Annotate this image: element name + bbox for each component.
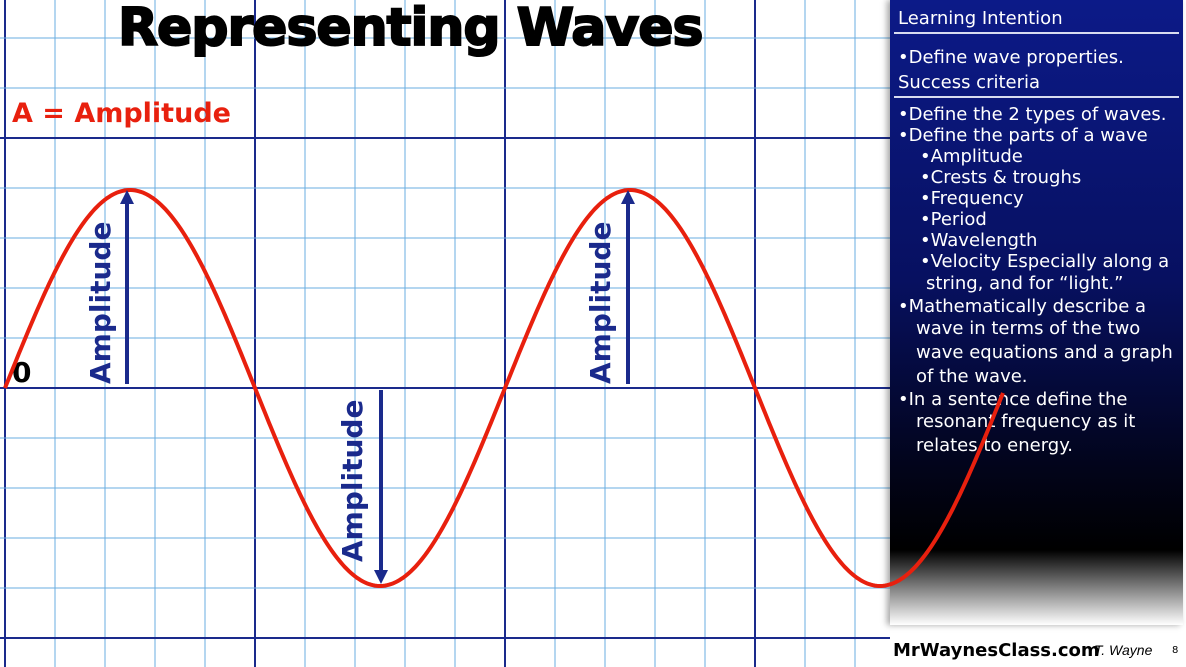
objectives-panel: Learning Intention •Define wave properti… bbox=[890, 0, 1183, 625]
criteria-list: •Define the 2 types of waves. •Define th… bbox=[890, 98, 1183, 464]
criteria-continuation: wave equations and a graph bbox=[916, 342, 1173, 363]
criteria-continuation: of the wave. bbox=[916, 366, 1028, 387]
origin-label: 0 bbox=[12, 356, 32, 389]
criteria-item: •Mathematically describe a bbox=[898, 296, 1147, 317]
criteria-item: •Define the 2 types of waves. bbox=[898, 104, 1167, 125]
criteria-item: •In a sentence define the bbox=[898, 389, 1128, 410]
footer-site: MrWaynesClass.com bbox=[893, 640, 1100, 661]
criteria-subitem: •Frequency bbox=[920, 188, 1024, 209]
criteria-subitem: •Period bbox=[920, 209, 987, 230]
criteria-subitem: •Crests & troughs bbox=[920, 167, 1082, 188]
footer-author: T. Wayne bbox=[1094, 642, 1153, 658]
criteria-subitem: •Velocity Especially along a bbox=[920, 251, 1170, 272]
page-number: 8 bbox=[1172, 645, 1179, 656]
amplitude-label-3: Amplitude bbox=[336, 399, 369, 562]
amplitude-label-2: Amplitude bbox=[584, 221, 617, 384]
criteria-item: •Define the parts of a wave bbox=[898, 125, 1148, 146]
criteria-subitem: •Wavelength bbox=[920, 230, 1038, 251]
criteria-continuation: relates to energy. bbox=[916, 435, 1074, 456]
amplitude-definition: A = Amplitude bbox=[12, 98, 231, 129]
learning-intention-heading: Learning Intention bbox=[894, 0, 1179, 34]
criteria-continuation: resonant frequency as it bbox=[916, 411, 1136, 432]
intention-item: •Define wave properties. bbox=[898, 47, 1124, 68]
slide-title: Representing Waves bbox=[117, 0, 704, 59]
success-criteria-heading: Success criteria bbox=[894, 72, 1179, 98]
amplitude-label-1: Amplitude bbox=[84, 221, 117, 384]
criteria-continuation: string, and for “light.” bbox=[926, 273, 1124, 294]
criteria-continuation: wave in terms of the two bbox=[916, 318, 1141, 339]
criteria-subitem: •Amplitude bbox=[920, 146, 1023, 167]
